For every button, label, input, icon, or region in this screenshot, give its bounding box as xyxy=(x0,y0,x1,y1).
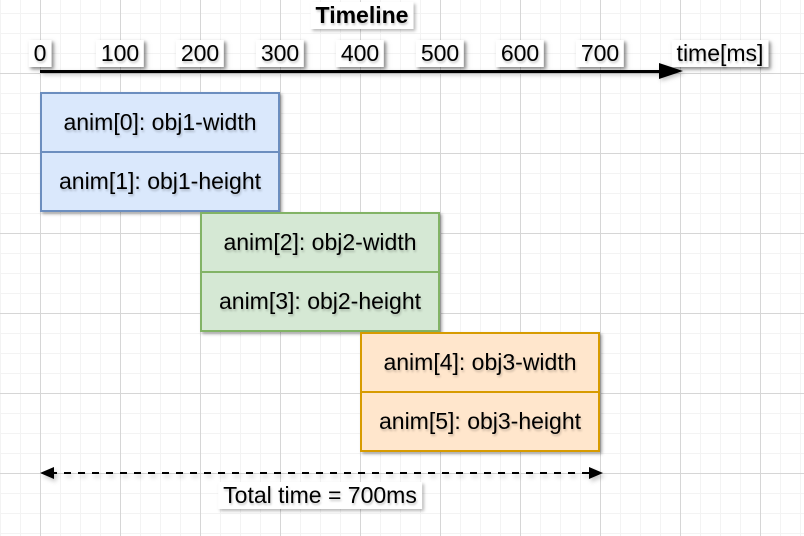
diagram-title: Timeline xyxy=(310,2,414,29)
axis-line xyxy=(40,70,677,73)
anim-bar-2: anim[2]: obj2-width xyxy=(202,214,438,273)
anim-bar-0: anim[0]: obj1-width xyxy=(42,94,278,153)
axis-tick-600: 600 xyxy=(495,40,545,67)
anim-bar-1: anim[1]: obj1-height xyxy=(58,168,261,194)
anim-bar-4: anim[4]: obj3-width xyxy=(362,334,598,393)
axis-unit-label: time[ms] xyxy=(671,40,769,67)
axis-tick-400: 400 xyxy=(335,40,385,67)
axis-tick-200: 200 xyxy=(175,40,225,67)
anim-bar-3: anim[3]: obj2-height xyxy=(218,288,421,314)
axis-tick-100: 100 xyxy=(95,40,145,67)
track-obj1: anim[0]: obj1-width anim[1]: obj1-height xyxy=(40,92,280,212)
axis-tick-300: 300 xyxy=(255,40,305,67)
dashed-line xyxy=(50,472,592,474)
total-time-label: Total time = 700ms xyxy=(218,482,422,509)
axis-tick-500: 500 xyxy=(415,40,465,67)
axis-arrowhead-icon xyxy=(659,63,683,79)
arrowhead-right-icon xyxy=(589,467,603,479)
track-obj3: anim[4]: obj3-width anim[5]: obj3-height xyxy=(360,332,600,452)
axis-tick-700: 700 xyxy=(575,40,625,67)
track-obj2: anim[2]: obj2-width anim[3]: obj2-height xyxy=(200,212,440,332)
arrowhead-left-icon xyxy=(40,467,54,479)
anim-bar-5: anim[5]: obj3-height xyxy=(378,408,581,434)
axis-tick-0: 0 xyxy=(28,40,52,67)
